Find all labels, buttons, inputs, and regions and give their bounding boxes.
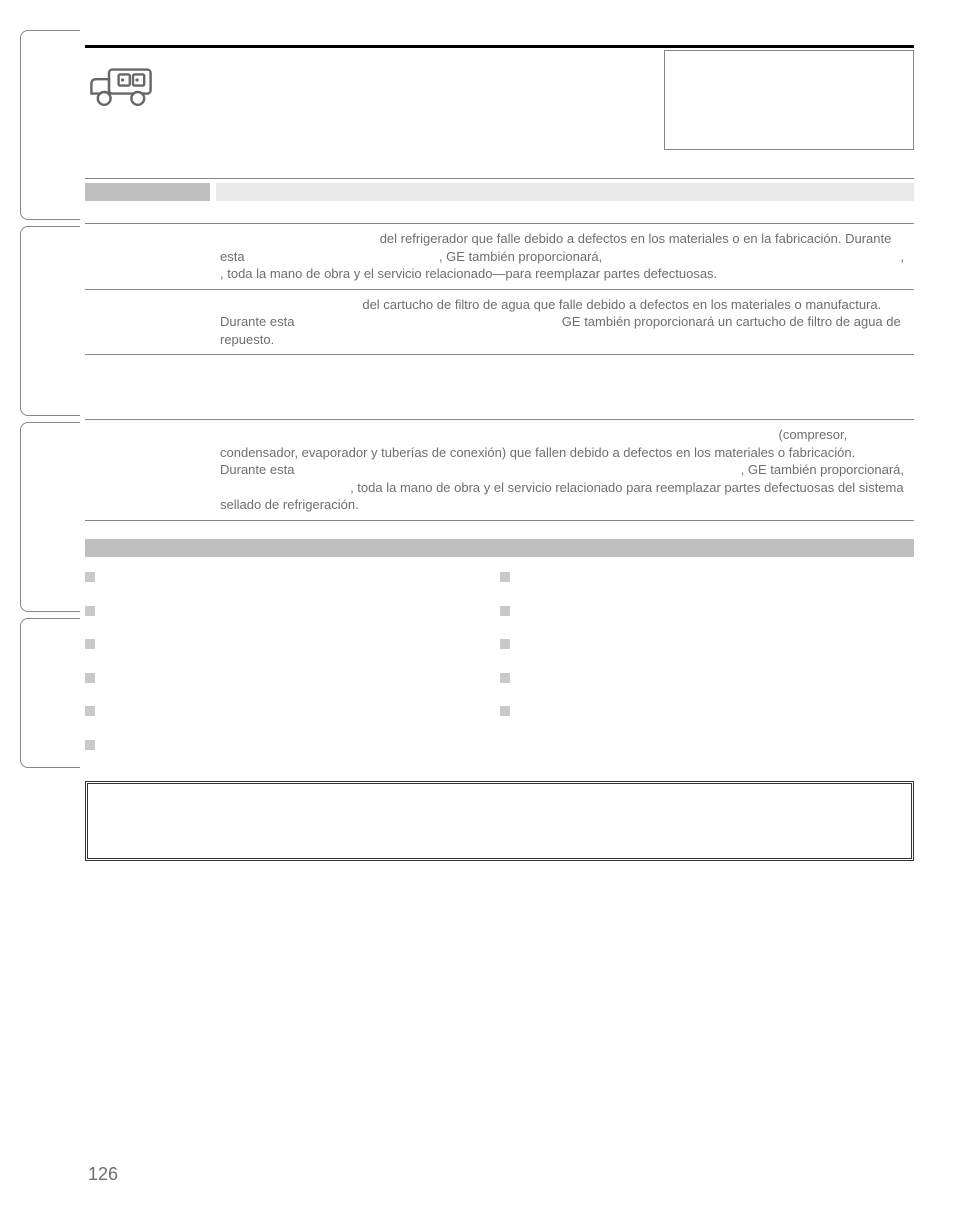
bullet-icon (85, 706, 95, 716)
side-tab-strip (20, 30, 80, 774)
main-content: XXXXXXXXXXXXXXXXXX del refrigerador que … (85, 45, 914, 861)
warranty-row: XXXXXXXXXXXXXXXXXXXXXXXXXXXXXXXXXXXXXXXX… (85, 420, 914, 520)
bullet-icon (500, 673, 510, 683)
rule (85, 178, 914, 179)
exclusion-item (85, 737, 500, 753)
page-number: 126 (88, 1164, 118, 1185)
bullet-icon (500, 639, 510, 649)
exclusion-item (500, 670, 915, 686)
exclusions-band (85, 539, 914, 557)
header-row (85, 58, 914, 150)
side-tab (20, 618, 80, 768)
exclusion-text (105, 670, 109, 686)
bullet-icon (85, 572, 95, 582)
bullet-icon (85, 606, 95, 616)
exclusion-text (520, 569, 524, 585)
exclusion-text (105, 636, 109, 652)
bullet-icon (500, 706, 510, 716)
exclusion-text (520, 703, 524, 719)
exclusion-item (85, 569, 500, 585)
warranty-table-1: XXXXXXXXXXXXXXXXXX del refrigerador que … (85, 223, 914, 355)
exclusion-item (85, 670, 500, 686)
bullet-icon (85, 673, 95, 683)
exclusion-item (500, 603, 915, 619)
warranty-row: XXXXXXXXXXXXXXXX del cartucho de filtro … (85, 290, 914, 355)
exclusions (85, 563, 914, 771)
side-tab (20, 422, 80, 612)
exclusions-col-right (500, 563, 915, 771)
exclusion-text (105, 569, 109, 585)
bullet-icon (500, 572, 510, 582)
truck-icon (85, 58, 165, 118)
bullet-icon (500, 606, 510, 616)
warranty-text: XXXXXXXXXXXXXXXXXX del refrigerador que … (210, 230, 914, 283)
bullet-icon (85, 740, 95, 750)
rule-thick (85, 45, 914, 48)
band-right (216, 183, 914, 201)
warranty-text: XXXXXXXXXXXXXXXX del cartucho de filtro … (210, 296, 914, 349)
warranty-table-2: XXXXXXXXXXXXXXXXXXXXXXXXXXXXXXXXXXXXXXXX… (85, 419, 914, 521)
exclusion-text (520, 603, 524, 619)
bullet-icon (85, 639, 95, 649)
warranty-text: XXXXXXXXXXXXXXXXXXXXXXXXXXXXXXXXXXXXXXXX… (210, 426, 914, 514)
exclusion-item (500, 636, 915, 652)
exclusion-text (105, 737, 109, 753)
exclusion-text (105, 703, 109, 719)
notice-box (85, 781, 914, 861)
exclusion-item (85, 703, 500, 719)
exclusion-item (500, 569, 915, 585)
exclusion-item (85, 636, 500, 652)
section-band (85, 183, 914, 201)
side-tab (20, 226, 80, 416)
exclusion-item (500, 703, 915, 719)
staple-card-box (664, 50, 914, 150)
exclusion-text (520, 670, 524, 686)
side-tab (20, 30, 80, 220)
exclusions-col-left (85, 563, 500, 771)
exclusion-text (520, 636, 524, 652)
exclusion-item (85, 603, 500, 619)
band-left (85, 183, 210, 201)
warranty-row: XXXXXXXXXXXXXXXXXX del refrigerador que … (85, 224, 914, 289)
exclusion-text (105, 603, 109, 619)
